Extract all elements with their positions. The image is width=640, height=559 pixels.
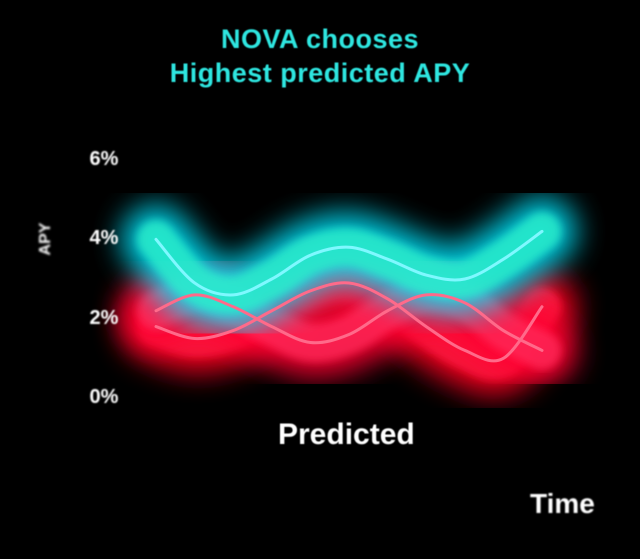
series-line-red <box>154 293 544 352</box>
x-axis-label: Time <box>530 488 595 519</box>
series-line-red <box>154 281 544 363</box>
chart-subtitle: Highest predicted APY <box>169 58 471 88</box>
y-tick-label: 2% <box>89 306 119 329</box>
predicted-annotation: Predicted <box>278 418 415 451</box>
series-line-cyan <box>154 229 544 297</box>
y-tick-label: 0% <box>89 386 119 408</box>
chart-title: NOVA chooses <box>220 24 420 54</box>
y-tick-label: 4% <box>89 227 119 250</box>
glow-layer <box>121 196 577 396</box>
y-axis-label: APY <box>37 222 54 256</box>
y-tick-label: 6% <box>89 148 119 170</box>
line-layer <box>154 229 544 363</box>
